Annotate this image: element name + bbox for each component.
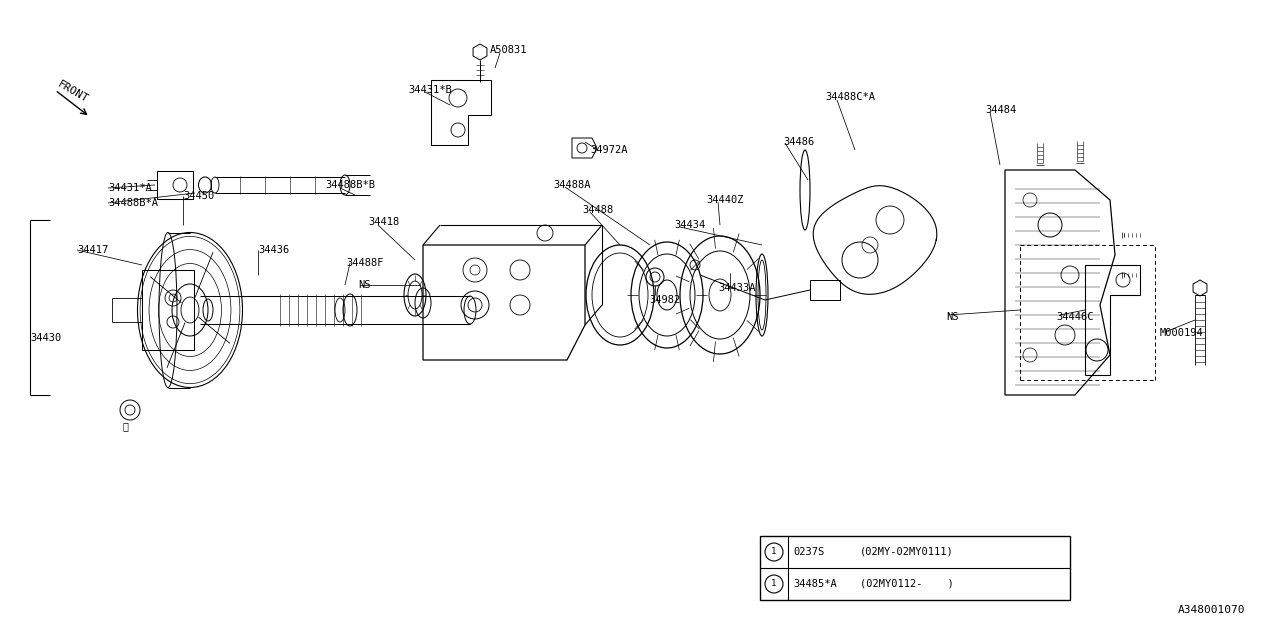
Text: A348001070: A348001070 xyxy=(1178,605,1245,615)
Text: 34488: 34488 xyxy=(582,205,613,215)
Text: 34418: 34418 xyxy=(369,217,399,227)
Text: 34450: 34450 xyxy=(183,191,214,201)
Text: 34982: 34982 xyxy=(649,295,680,305)
Text: (02MY-02MY0111): (02MY-02MY0111) xyxy=(860,547,954,557)
Text: 0237S: 0237S xyxy=(794,547,824,557)
Text: 34972A: 34972A xyxy=(590,145,627,155)
Text: 34446C: 34446C xyxy=(1056,312,1093,322)
Text: 34488F: 34488F xyxy=(346,258,384,268)
Text: 34436: 34436 xyxy=(259,245,289,255)
Text: 34431*B: 34431*B xyxy=(408,85,452,95)
Text: FRONT: FRONT xyxy=(56,79,90,105)
Text: 34488C*A: 34488C*A xyxy=(826,92,876,102)
Text: ①: ① xyxy=(122,421,128,431)
Text: 34484: 34484 xyxy=(986,105,1016,115)
Text: 34430: 34430 xyxy=(29,333,61,343)
Text: NS: NS xyxy=(358,280,370,290)
Text: 34485*A: 34485*A xyxy=(794,579,837,589)
Text: 1: 1 xyxy=(772,579,777,589)
Text: 34488B*B: 34488B*B xyxy=(325,180,375,190)
Text: (02MY0112-    ): (02MY0112- ) xyxy=(860,579,954,589)
Text: 34440Z: 34440Z xyxy=(707,195,744,205)
Text: M000194: M000194 xyxy=(1160,328,1203,338)
Text: 1: 1 xyxy=(772,547,777,557)
Text: 34434: 34434 xyxy=(675,220,705,230)
Text: NS: NS xyxy=(946,312,959,322)
Text: A50831: A50831 xyxy=(490,45,527,55)
Text: 34433A: 34433A xyxy=(718,283,755,293)
Text: 34488A: 34488A xyxy=(553,180,590,190)
Text: 34486: 34486 xyxy=(783,137,814,147)
Text: 34417: 34417 xyxy=(77,245,109,255)
Text: 34431*A: 34431*A xyxy=(108,183,152,193)
Text: 34488B*A: 34488B*A xyxy=(108,198,157,208)
